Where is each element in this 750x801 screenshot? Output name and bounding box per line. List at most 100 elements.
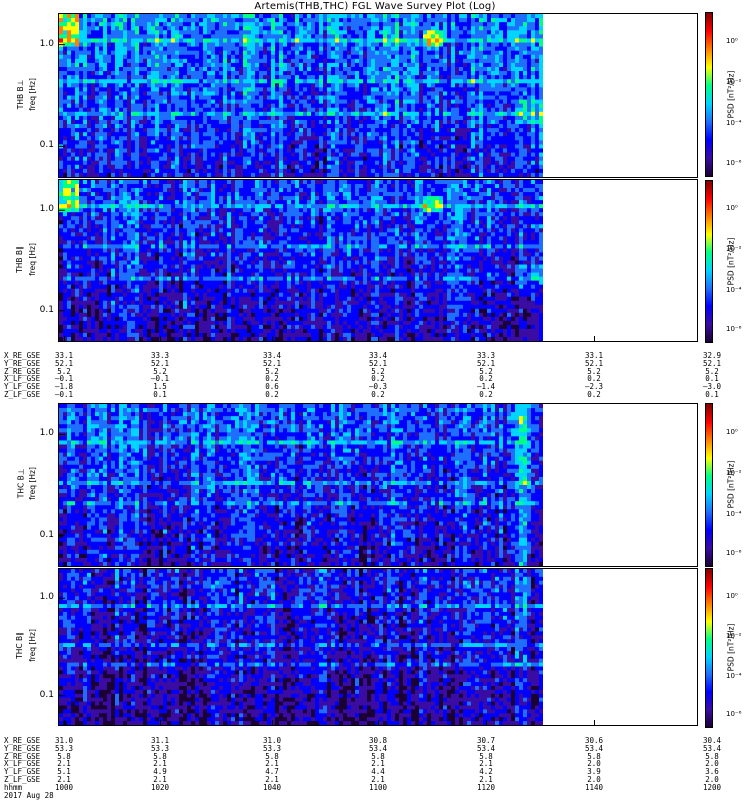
thc-eph-cell: 5.8	[479, 751, 493, 761]
thb-eph-cell: –0.1	[54, 390, 74, 399]
thb-par-cbar-tick: 10⁰	[726, 204, 738, 213]
thc-eph-cell: 2.0	[587, 775, 601, 784]
thb-eph-cell: 5.2	[265, 366, 279, 376]
thb-eph-cell: 33.4	[262, 351, 282, 360]
x-tick-mark	[594, 336, 595, 342]
thc-eph-cell: 2.1	[57, 775, 71, 784]
thb-perp-colorbar	[705, 12, 713, 177]
thc-par-colorbar	[705, 568, 713, 728]
thb-ephemeris: X_RE_GSE 33.1 33.3 33.4 33.4 33.3 33.1 32.9 Y_RE…	[0, 352, 750, 400]
thb-par-cbar-tick: 10⁻⁴	[726, 285, 742, 294]
thb-eph-row: Z_LF_GSE –0.1 0.1 0.2 0.2 0.2 0.2 0.1	[0, 391, 750, 399]
x-tick-mark	[486, 336, 487, 342]
thb-perp-cbar-tick: 10⁻²	[726, 77, 742, 86]
thc-par-cbar-tick: 10⁻⁴	[726, 671, 742, 680]
x-tick-mark	[272, 336, 273, 342]
thc-eph-cell: 53.4	[368, 743, 388, 753]
x-tick-mark	[486, 720, 487, 726]
thc-eph-row-name: Y_LF_GSE	[4, 767, 41, 777]
thb-eph-cell: 52.1	[54, 358, 74, 368]
thc-eph-cell: 5.8	[153, 751, 167, 761]
thc-eph-cell: 53.3	[54, 743, 74, 753]
thc-par-name: THC B∥	[14, 632, 24, 659]
x-tick-mark	[712, 720, 713, 726]
thb-eph-row: Y_LF_GSE –1.8 1.5 0.6 –0.3 –1.4 –2.3 –3.0	[0, 383, 750, 391]
thb-eph-cell: –0.1	[54, 374, 74, 384]
thc-eph-row-name: Z_RE_GSE	[4, 751, 41, 761]
thc-par-cbar-label: PSD [nT²/Hz]	[726, 623, 736, 672]
thb-par-panel	[58, 179, 698, 342]
x-tick-mark	[378, 336, 379, 342]
thb-eph-cell: 52.1	[584, 358, 604, 368]
thb-eph-cell: 52.1	[262, 358, 282, 368]
thb-eph-cell: 1.5	[153, 382, 167, 392]
thc-perp-name: THC B⊥	[16, 468, 26, 499]
thb-perp-ytick: 0.1	[39, 140, 54, 151]
plot-title: Artemis(THB,THC) FGL Wave Survey Plot (L…	[254, 1, 496, 12]
thc-eph-cell: 2.1	[479, 775, 493, 784]
thc-par-panel	[58, 568, 698, 726]
time-tick: 1040	[262, 782, 282, 792]
thb-par-ytick: 1.0	[39, 204, 54, 215]
thb-perp-ytick: 1.0	[39, 38, 54, 49]
x-tick-mark	[160, 720, 161, 726]
thb-eph-cell: 5.2	[479, 366, 493, 376]
thb-perp-cbar-tick: 10⁻⁴	[726, 119, 742, 128]
thc-eph-cell: 4.9	[153, 767, 167, 777]
thc-eph-cell: 2.1	[57, 759, 71, 769]
thc-par-spectrogram	[59, 569, 543, 725]
thc-eph-cell: 2.1	[479, 759, 493, 769]
thc-eph-cell: 53.4	[584, 743, 604, 753]
thc-eph-row: Z_RE_GSE 5.8 5.8 5.8 5.8 5.8 5.8 5.8	[0, 751, 750, 761]
thc-eph-cell: 53.4	[702, 743, 722, 753]
thb-eph-cell: 5.2	[705, 366, 719, 376]
thc-eph-cell: 31.1	[150, 736, 170, 745]
thc-perp-cbar-tick: 10⁻²	[726, 468, 742, 477]
time-tick: 1120	[476, 782, 496, 792]
thb-perp-units: freq [Hz]	[27, 77, 37, 111]
thb-eph-row-name: Z_LF_GSE	[4, 390, 41, 399]
thc-eph-cell: 30.7	[476, 736, 496, 745]
thb-eph-row-name: Y_LF_GSE	[4, 382, 41, 392]
thb-par-units: freq [Hz]	[27, 242, 37, 276]
thb-eph-row: X_RE_GSE 33.1 33.3 33.4 33.4 33.3 33.1 32.9	[0, 352, 750, 360]
thc-perp-cbar-tick: 10⁻⁶	[726, 548, 742, 557]
thb-perp-name: THB B⊥	[16, 79, 26, 109]
x-tick-mark	[160, 336, 161, 342]
thc-eph-cell: 53.3	[150, 743, 170, 753]
thb-eph-cell: 33.1	[584, 351, 604, 360]
thb-eph-row-name: X_RE_GSE	[4, 351, 41, 360]
thc-eph-row: Z_LF_GSE 2.1 2.1 2.1 2.1 2.1 2.0 2.0	[0, 776, 750, 784]
thb-perp-cbar-label: PSD [nT²/Hz]	[726, 70, 736, 118]
thb-eph-cell: 33.3	[476, 351, 496, 360]
time-tick: 1140	[584, 782, 604, 792]
thc-eph-cell: 2.1	[265, 775, 279, 784]
thc-eph-row: Y_RE_GSE 53.3 53.3 53.3 53.4 53.4 53.4 53.4	[0, 743, 750, 753]
thc-par-cbar-tick: 10⁰	[726, 591, 738, 600]
thb-par-spectrogram	[59, 180, 543, 341]
thc-eph-cell: 53.4	[476, 743, 496, 753]
thc-perp-panel	[58, 403, 698, 567]
thc-eph-cell: 31.0	[262, 736, 282, 745]
x-tick-mark	[272, 720, 273, 726]
thb-eph-row-name: X_LF_GSE	[4, 374, 41, 384]
thb-par-colorbar	[705, 180, 713, 343]
thb-perp-cbar-tick: 10⁻⁶	[726, 158, 742, 167]
thc-eph-cell: 4.7	[265, 767, 279, 777]
thb-perp-panel	[58, 13, 698, 178]
thc-perp-spectrogram	[59, 404, 543, 566]
x-tick-mark	[64, 336, 65, 342]
thb-eph-cell: 5.2	[57, 366, 71, 376]
thc-par-ytick: 1.0	[39, 592, 54, 603]
thb-eph-cell: –2.3	[584, 382, 604, 392]
thb-eph-cell: 5.2	[153, 366, 167, 376]
thc-par-units: freq [Hz]	[27, 629, 37, 662]
date-row: 2017 Aug 28	[0, 791, 750, 800]
thb-eph-cell: –1.8	[54, 382, 74, 392]
thb-eph-cell: –1.4	[476, 382, 496, 392]
thc-par-cbar-tick: 10⁻⁶	[726, 710, 742, 719]
thb-eph-cell: 52.1	[368, 358, 388, 368]
thb-eph-cell: 0.2	[479, 390, 493, 399]
thc-perp-units: freq [Hz]	[27, 467, 37, 500]
thc-eph-cell: 3.6	[705, 767, 719, 777]
